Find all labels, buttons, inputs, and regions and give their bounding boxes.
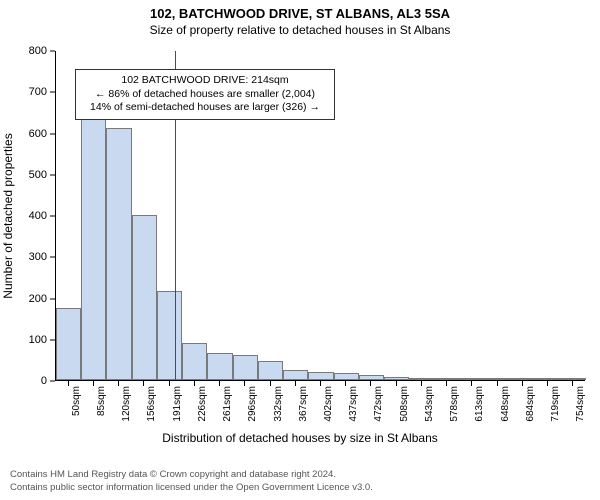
- x-tick-label: 367sqm: [298, 386, 309, 436]
- x-tick-mark: [219, 381, 220, 386]
- x-tick-mark: [345, 381, 346, 386]
- histogram-bar: [182, 343, 207, 380]
- histogram-bar: [435, 378, 460, 380]
- x-tick-label: 508sqm: [399, 386, 410, 436]
- chart-container: Number of detached properties Distributi…: [0, 41, 600, 441]
- x-tick-label: 754sqm: [575, 386, 586, 436]
- y-tick-mark: [50, 298, 55, 299]
- x-tick-mark: [244, 381, 245, 386]
- y-tick-mark: [50, 257, 55, 258]
- x-tick-label: 50sqm: [71, 386, 82, 436]
- x-tick-label: 543sqm: [424, 386, 435, 436]
- y-tick-mark: [50, 174, 55, 175]
- x-tick-mark: [421, 381, 422, 386]
- x-tick-mark: [295, 381, 296, 386]
- x-tick-label: 648sqm: [500, 386, 511, 436]
- histogram-bar: [132, 215, 157, 380]
- x-tick-label: 85sqm: [96, 386, 107, 436]
- x-tick-label: 296sqm: [247, 386, 258, 436]
- y-tick-mark: [50, 381, 55, 382]
- histogram-bar: [258, 361, 283, 380]
- histogram-bar: [510, 378, 535, 380]
- x-tick-mark: [270, 381, 271, 386]
- x-tick-label: 332sqm: [273, 386, 284, 436]
- x-tick-label: 191sqm: [172, 386, 183, 436]
- histogram-bar: [485, 378, 510, 380]
- x-tick-label: 437sqm: [348, 386, 359, 436]
- histogram-bar: [207, 353, 232, 380]
- histogram-bar: [409, 378, 434, 380]
- histogram-bar: [536, 378, 561, 380]
- x-tick-mark: [194, 381, 195, 386]
- x-tick-label: 156sqm: [146, 386, 157, 436]
- footer-line-2: Contains public sector information licen…: [10, 482, 373, 494]
- x-tick-mark: [497, 381, 498, 386]
- x-tick-label: 578sqm: [449, 386, 460, 436]
- histogram-bar: [460, 378, 485, 380]
- annotation-line: ← 86% of detached houses are smaller (2,…: [84, 88, 326, 102]
- x-tick-mark: [93, 381, 94, 386]
- x-tick-mark: [118, 381, 119, 386]
- x-tick-mark: [446, 381, 447, 386]
- x-tick-label: 472sqm: [373, 386, 384, 436]
- y-tick-mark: [50, 339, 55, 340]
- x-tick-mark: [320, 381, 321, 386]
- x-tick-label: 261sqm: [222, 386, 233, 436]
- y-tick-label: 800: [0, 45, 55, 57]
- x-tick-mark: [169, 381, 170, 386]
- x-tick-mark: [471, 381, 472, 386]
- y-tick-label: 100: [0, 334, 55, 346]
- y-tick-mark: [50, 51, 55, 52]
- y-tick-label: 400: [0, 210, 55, 222]
- x-tick-mark: [370, 381, 371, 386]
- histogram-bar: [56, 308, 81, 380]
- histogram-bar: [157, 291, 182, 380]
- x-tick-mark: [522, 381, 523, 386]
- x-tick-mark: [572, 381, 573, 386]
- histogram-bar: [283, 370, 308, 380]
- x-tick-mark: [68, 381, 69, 386]
- y-tick-mark: [50, 216, 55, 217]
- histogram-bar: [384, 377, 409, 380]
- histogram-bar: [106, 128, 131, 380]
- x-tick-label: 719sqm: [550, 386, 561, 436]
- histogram-bar: [334, 373, 359, 380]
- histogram-bar: [359, 375, 384, 380]
- x-tick-mark: [143, 381, 144, 386]
- footer-line-1: Contains HM Land Registry data © Crown c…: [10, 469, 373, 481]
- y-tick-label: 600: [0, 128, 55, 140]
- y-tick-label: 500: [0, 169, 55, 181]
- x-tick-mark: [396, 381, 397, 386]
- footer-attribution: Contains HM Land Registry data © Crown c…: [10, 469, 373, 494]
- histogram-bar: [233, 355, 258, 380]
- x-tick-label: 120sqm: [121, 386, 132, 436]
- histogram-bar: [308, 372, 333, 380]
- y-tick-label: 700: [0, 86, 55, 98]
- x-tick-label: 613sqm: [474, 386, 485, 436]
- y-tick-label: 0: [0, 375, 55, 387]
- page-title-2: Size of property relative to detached ho…: [0, 21, 600, 41]
- page-title-1: 102, BATCHWOOD DRIVE, ST ALBANS, AL3 5SA: [0, 0, 600, 21]
- x-tick-label: 684sqm: [525, 386, 536, 436]
- y-tick-mark: [50, 133, 55, 134]
- annotation-line: 102 BATCHWOOD DRIVE: 214sqm: [84, 74, 326, 88]
- x-tick-label: 402sqm: [323, 386, 334, 436]
- y-tick-label: 300: [0, 251, 55, 263]
- histogram-bar: [81, 108, 106, 380]
- y-tick-mark: [50, 92, 55, 93]
- annotation-box: 102 BATCHWOOD DRIVE: 214sqm← 86% of deta…: [75, 69, 335, 120]
- y-tick-label: 200: [0, 293, 55, 305]
- x-tick-mark: [547, 381, 548, 386]
- x-tick-label: 226sqm: [197, 386, 208, 436]
- histogram-bar: [561, 378, 586, 380]
- annotation-line: 14% of semi-detached houses are larger (…: [84, 101, 326, 115]
